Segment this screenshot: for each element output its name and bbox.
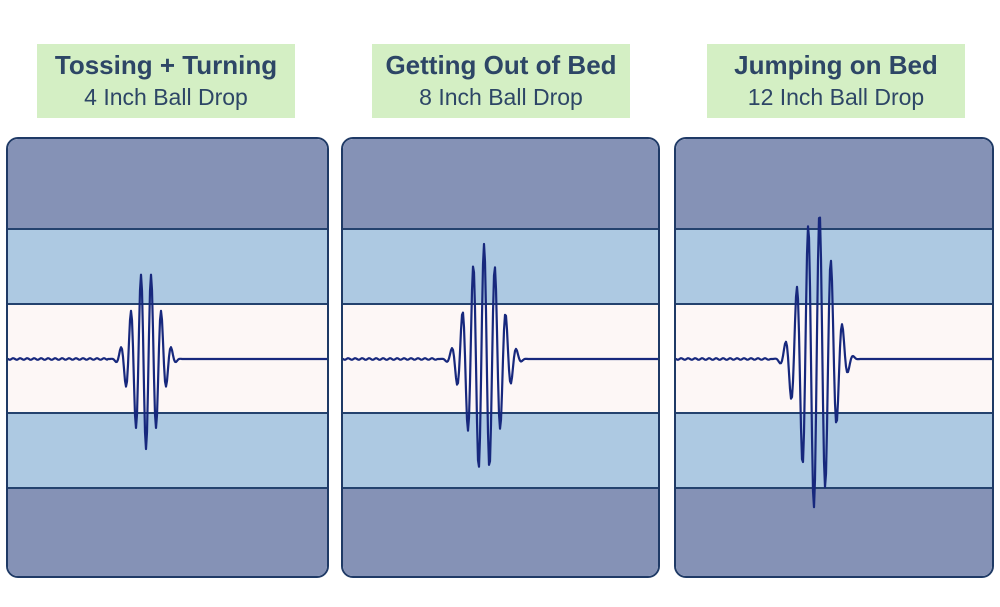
- panel-title: Getting Out of Bed: [385, 50, 617, 80]
- motion-chart-getting-out: [343, 139, 658, 576]
- motion-wave-getting-out: [343, 242, 658, 468]
- band-bottom: [676, 488, 992, 576]
- band-upper: [8, 229, 327, 304]
- band-lower: [676, 413, 992, 488]
- motion-chart-tossing: [8, 139, 327, 576]
- panel-subtitle: 4 Inch Ball Drop: [84, 84, 248, 110]
- motion-chart-jumping: [676, 139, 992, 576]
- panel-title: Jumping on Bed: [734, 50, 938, 80]
- panel-title: Tossing + Turning: [54, 50, 278, 80]
- band-bottom: [343, 488, 658, 576]
- panel-subtitle: 8 Inch Ball Drop: [419, 84, 583, 110]
- motion-wave-jumping: [676, 216, 992, 509]
- mattress-panel-getting-out: [341, 137, 660, 578]
- panel-label-jumping: Jumping on Bed 12 Inch Ball Drop: [707, 44, 965, 118]
- band-top: [8, 139, 327, 229]
- panel-label-tossing: Tossing + Turning 4 Inch Ball Drop: [37, 44, 295, 118]
- band-top: [343, 139, 658, 229]
- band-top: [676, 139, 992, 229]
- band-upper: [676, 229, 992, 304]
- mattress-panel-jumping: [674, 137, 994, 578]
- motion-wave-tossing: [8, 273, 327, 451]
- band-upper: [343, 229, 658, 304]
- mattress-panel-tossing: [6, 137, 329, 578]
- band-bottom: [8, 488, 327, 576]
- panel-label-getting-out: Getting Out of Bed 8 Inch Ball Drop: [372, 44, 630, 118]
- panel-subtitle: 12 Inch Ball Drop: [747, 84, 925, 110]
- band-lower: [8, 413, 327, 488]
